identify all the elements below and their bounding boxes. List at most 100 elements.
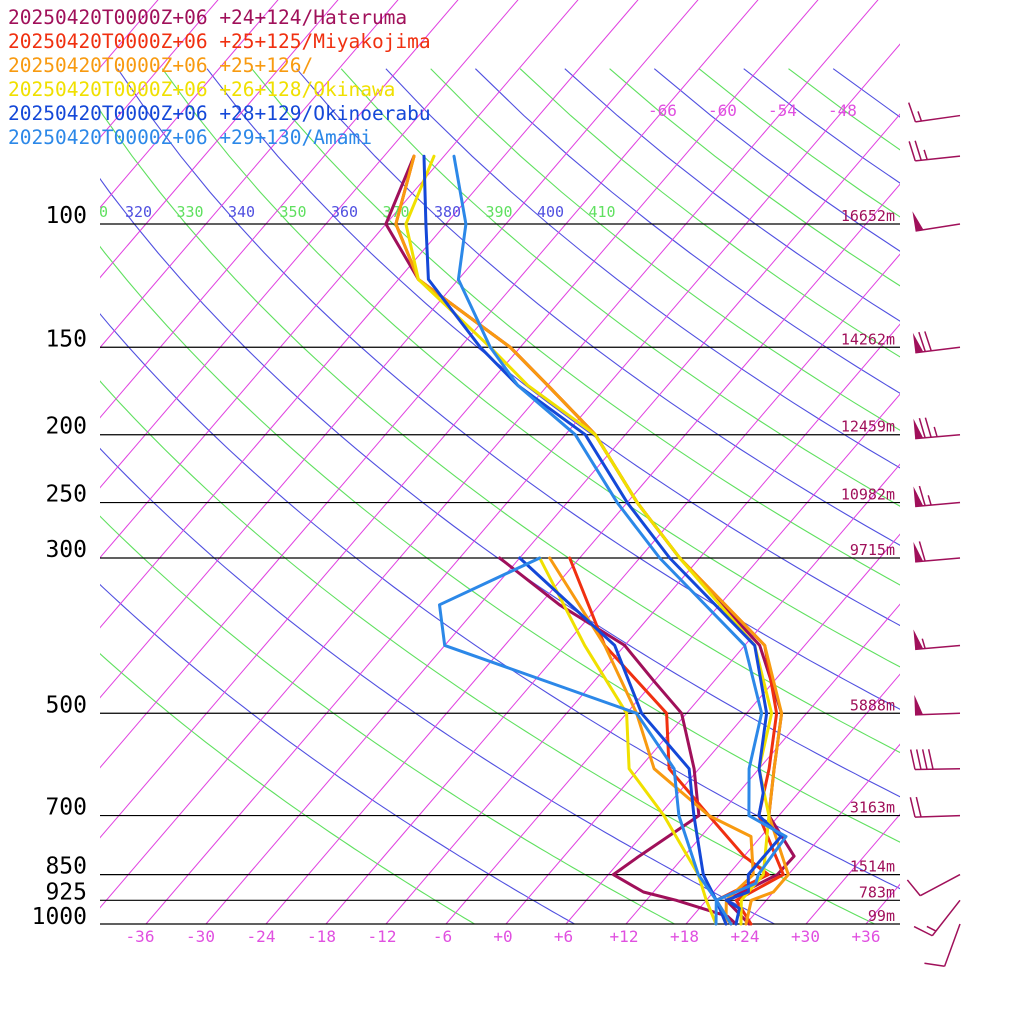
isotherm-label: -60 — [708, 101, 737, 120]
dry-adiabat — [100, 245, 900, 843]
temperature-tick: +18 — [670, 927, 699, 946]
dry-adiabat — [161, 68, 900, 668]
height-label: 14262m — [841, 330, 895, 348]
wind-barb-flag — [907, 102, 917, 123]
wind-barb-flag — [924, 962, 945, 968]
pressure-label: 700 — [45, 795, 87, 821]
legend: 20250420T0000Z+06 +24+124/Hateruma202504… — [8, 6, 431, 149]
pressure-label: 850 — [45, 854, 87, 880]
height-label: 10982m — [841, 486, 895, 504]
isotherm — [100, 0, 339, 279]
pressure-label: 150 — [45, 326, 87, 352]
legend-entry: 20250420T0000Z+06 +26+128/Okinawa — [8, 78, 395, 101]
temperature-tick: -36 — [126, 927, 155, 946]
adiabat-label: 330 — [177, 203, 204, 221]
wind-barb-pennant — [913, 541, 924, 562]
dry-adiabat — [206, 68, 900, 627]
temperature-tick: +24 — [731, 927, 760, 946]
pressure-label: 200 — [45, 414, 87, 440]
adiabat-label: 0 — [99, 203, 108, 221]
temperature-tick: -6 — [433, 927, 452, 946]
wind-barb-flag — [909, 749, 916, 770]
adiabat-label: 320 — [125, 203, 152, 221]
wind-barb — [914, 767, 961, 771]
wind-barb-half-flag — [921, 638, 926, 649]
sounding-lines — [384, 154, 796, 926]
wind-barb-half-flag — [933, 426, 938, 437]
wind-barb-flag — [906, 879, 921, 897]
wind-barb-pennant — [914, 694, 924, 715]
wind-barb-flag — [909, 797, 916, 818]
wind-barb-flag — [924, 331, 932, 352]
temperature-tick-labels: -36 -30 -24 -18 -12 -6 +0 +6 +12 +18 +24 +30 +36 — [126, 927, 881, 946]
wind-barb-flag — [918, 485, 926, 506]
temperature-tick: -12 — [368, 927, 397, 946]
temperature-line — [394, 154, 790, 926]
wind-barb-pennant — [913, 486, 924, 507]
height-label: 12459m — [841, 418, 895, 436]
wind-barb-flag — [914, 140, 922, 161]
wind-barb-flag — [918, 331, 926, 352]
wind-barb-half-flag — [923, 149, 928, 160]
dry-adiabat — [100, 313, 900, 890]
isotherm-label: -66 — [648, 101, 677, 120]
adiabat-labels: 0 320 330 340 350 360 370 380 390 400 410 — [99, 203, 616, 221]
dry-adiabat — [117, 68, 900, 710]
height-label: 1514m — [850, 858, 895, 876]
pressure-label: 1000 — [32, 904, 87, 930]
wind-barb-pennant — [913, 629, 924, 650]
adiabat-label: 410 — [589, 203, 616, 221]
pressure-label: 300 — [45, 537, 87, 563]
height-label: 5888m — [850, 696, 895, 714]
pressure-label: 925 — [45, 879, 87, 905]
legend-entry: 20250420T0000Z+06 +25+125/Miyakojima — [8, 30, 431, 53]
wind-barb-flag — [908, 141, 916, 162]
temperature-line — [452, 154, 788, 926]
adiabat-label: 400 — [537, 203, 564, 221]
wind-barb-pennant — [913, 418, 924, 439]
adiabat-label: 350 — [280, 203, 307, 221]
wind-barb-flag — [921, 749, 928, 770]
dry-adiabat — [340, 68, 900, 507]
dry-adiabat — [100, 380, 875, 924]
wind-barb-flag — [927, 749, 934, 770]
height-label: 99m — [868, 907, 895, 925]
isotherm — [100, 0, 399, 349]
wind-barb-flag — [915, 796, 922, 818]
wind-barb — [915, 712, 961, 716]
adiabat-label: 380 — [434, 203, 461, 221]
wind-barb-flag — [918, 417, 926, 438]
dry-adiabat — [296, 68, 900, 546]
legend-entry: 20250420T0000Z+06 +25+126/ — [8, 54, 313, 77]
dry-adiabat — [100, 583, 575, 924]
pressure-label: 500 — [45, 692, 87, 718]
wind-barb-flag — [918, 541, 926, 562]
isotherm-label: -54 — [768, 101, 797, 120]
isotherm — [685, 673, 900, 924]
temperature-tick: -30 — [186, 927, 215, 946]
legend-entry: 20250420T0000Z+06 +29+130/Amami — [8, 126, 372, 149]
isotherm — [745, 743, 900, 924]
wind-barb-half-flag — [917, 111, 923, 122]
wind-barb — [915, 501, 961, 508]
isotherm-labels: -66 -60 -54 -48 — [648, 101, 857, 120]
dewpoint-line — [438, 556, 718, 926]
wind-barb — [915, 155, 961, 162]
temperature-tick: -18 — [307, 927, 336, 946]
isotherm — [565, 533, 900, 924]
wind-barb — [919, 873, 961, 897]
dry-adiabat — [100, 515, 675, 924]
isotherm — [625, 603, 900, 924]
isotherm — [100, 0, 279, 209]
dry-adiabat — [100, 109, 900, 754]
wind-barb-flag — [913, 925, 933, 937]
temperature-tick: +0 — [493, 927, 512, 946]
legend-entry: 20250420T0000Z+06 +24+124/Hateruma — [8, 6, 407, 29]
wind-barb — [915, 433, 961, 440]
height-label: 16652m — [841, 207, 895, 225]
wind-barb — [931, 899, 961, 937]
temperature-tick: +30 — [791, 927, 820, 946]
